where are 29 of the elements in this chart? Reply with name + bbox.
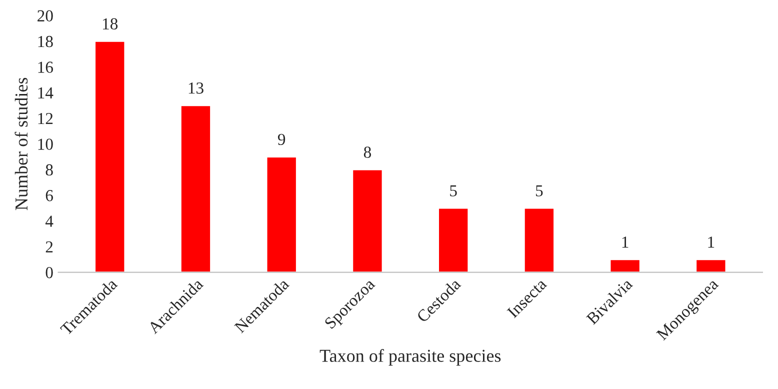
- bar: [438, 207, 470, 272]
- data-label: 8: [364, 146, 371, 158]
- data-label: 1: [622, 236, 628, 248]
- y-axis-title: Number of studies: [14, 78, 28, 210]
- y-tick-label: 14: [38, 87, 54, 98]
- bar: [352, 168, 384, 272]
- x-axis-title: Taxon of parasite species: [320, 349, 501, 366]
- bar: [94, 40, 126, 272]
- bar: [180, 104, 212, 272]
- bar: [266, 156, 298, 272]
- data-label: 18: [103, 18, 118, 30]
- y-tick-label: 4: [45, 216, 54, 227]
- y-tick-label: 10: [38, 138, 53, 150]
- data-label: 5: [450, 185, 457, 196]
- y-tick-label: 6: [46, 190, 53, 202]
- bar: [523, 207, 555, 272]
- bar: [609, 258, 641, 272]
- data-label: 9: [278, 134, 286, 146]
- y-tick-label: 2: [46, 241, 53, 252]
- y-tick-label: 8: [46, 164, 53, 176]
- y-tick-label: 18: [38, 36, 53, 48]
- y-tick-label: 12: [38, 113, 53, 124]
- y-tick-label: 16: [38, 62, 53, 73]
- data-label: 5: [536, 185, 543, 196]
- y-tick-label: 20: [38, 10, 53, 22]
- data-label: 1: [708, 236, 714, 248]
- y-tick-label: 0: [46, 267, 53, 278]
- data-label: 13: [188, 82, 204, 94]
- bar: [695, 258, 727, 272]
